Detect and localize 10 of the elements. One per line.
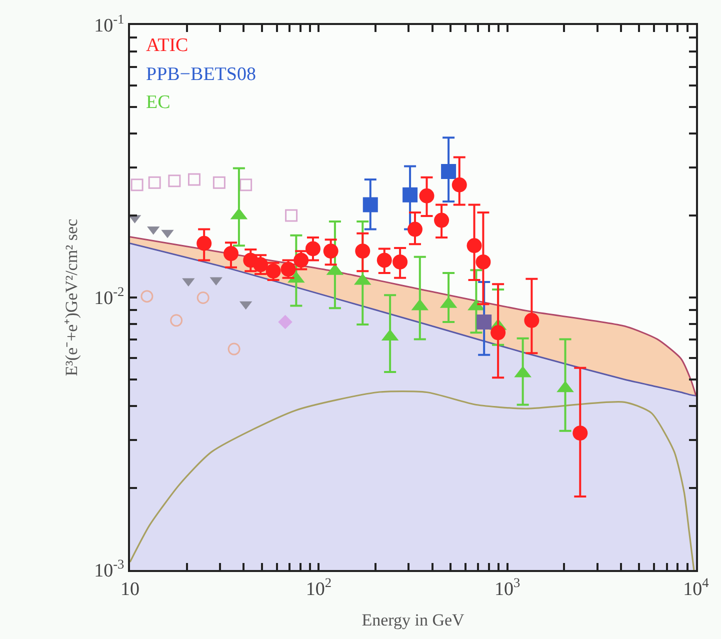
text: ATIC: [146, 35, 188, 56]
x-tick-label: 10$^{3}$: [494, 574, 520, 600]
text: PPB−BETS08: [146, 64, 256, 85]
x-axis-title: Energy in GeV: [362, 610, 466, 630]
y-tick-label: 10$^{-2}$: [94, 284, 124, 310]
y-axis-title: E³(e⁻+e⁺)GeV²/cm² sec: [62, 218, 82, 376]
y-tick-label: 10$^{-1}$: [94, 12, 124, 37]
text: EC: [146, 92, 170, 113]
x-tick-label: 10$^{2}$: [306, 574, 332, 600]
x-tick-label: 10$^{4}$: [683, 574, 710, 600]
